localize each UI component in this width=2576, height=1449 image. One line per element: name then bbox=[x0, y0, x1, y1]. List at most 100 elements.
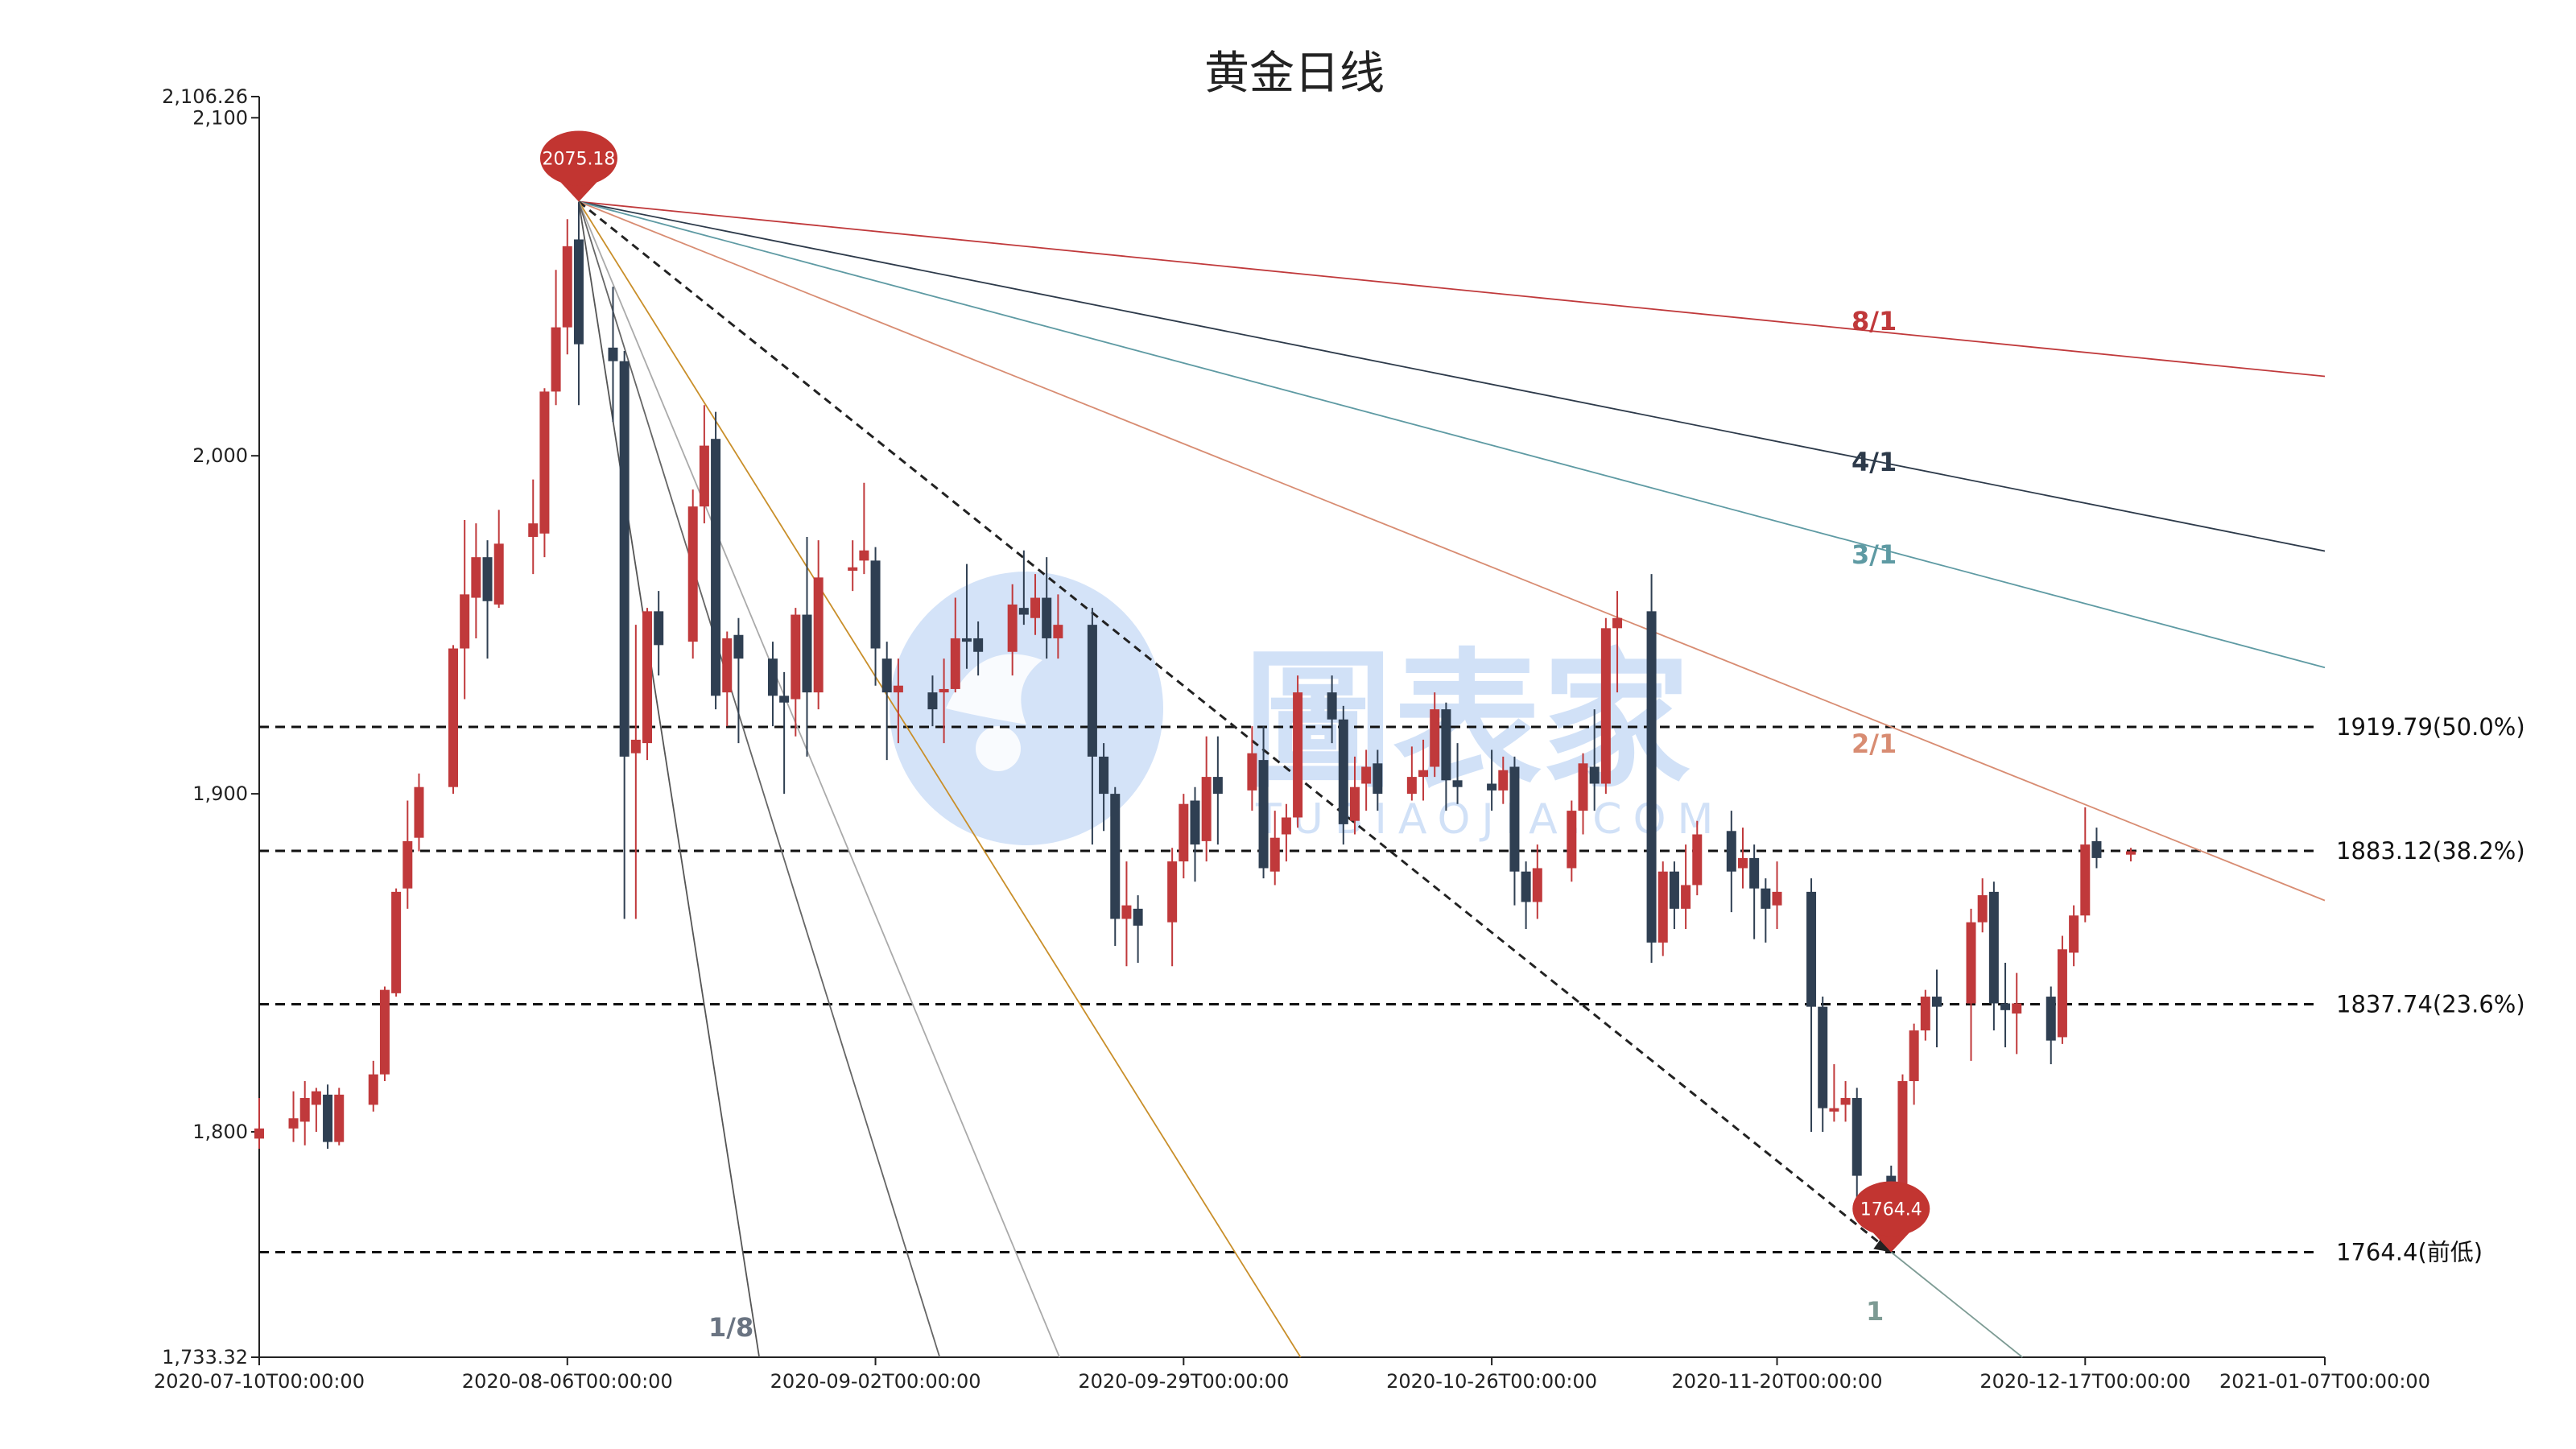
candle-body bbox=[368, 1074, 378, 1105]
candle-body bbox=[881, 658, 892, 693]
candle-body bbox=[1897, 1081, 1908, 1210]
candle-body bbox=[1441, 709, 1451, 781]
x-tick-label: 2020-08-06T00:00:00 bbox=[462, 1370, 673, 1393]
candle-body bbox=[608, 347, 618, 361]
candle-body bbox=[493, 543, 504, 605]
candle-body bbox=[722, 638, 733, 693]
candle-body bbox=[1692, 834, 1703, 886]
candle-body bbox=[1852, 1098, 1862, 1176]
candle-body bbox=[1567, 811, 1577, 869]
candle-body bbox=[1749, 857, 1760, 889]
x-tick-label: 2020-07-10T00:00:00 bbox=[154, 1370, 365, 1393]
fan-line bbox=[578, 201, 1302, 1358]
fan-label: 3/1 bbox=[1852, 539, 1897, 570]
fan-line bbox=[578, 201, 761, 1358]
candle-body bbox=[1133, 908, 1143, 926]
watermark-logo-swirl bbox=[946, 654, 1042, 724]
candle-body bbox=[1121, 905, 1132, 919]
fan-line bbox=[578, 200, 2326, 552]
candle-body bbox=[1737, 857, 1748, 869]
candle-body bbox=[379, 989, 390, 1075]
candle-body bbox=[2080, 844, 2091, 916]
candle-body bbox=[973, 638, 984, 652]
candle-body bbox=[1373, 763, 1383, 795]
fan-line-1x1-extension bbox=[1890, 1251, 2023, 1358]
candle-body bbox=[1509, 766, 1520, 872]
fan-label: 4/1 bbox=[1852, 447, 1897, 477]
candle-body bbox=[733, 634, 744, 659]
candle-body bbox=[1966, 922, 1976, 1004]
candle-body bbox=[1657, 871, 1668, 943]
fan-line bbox=[578, 201, 1060, 1358]
candle-body bbox=[1487, 783, 1497, 791]
pin-marker bbox=[539, 130, 617, 186]
candle-body bbox=[791, 614, 801, 700]
x-tick-label: 2020-11-20T00:00:00 bbox=[1672, 1370, 1883, 1393]
candle-body bbox=[1327, 692, 1337, 720]
candle-body bbox=[1669, 871, 1679, 909]
candle-body bbox=[288, 1118, 299, 1129]
candle-body bbox=[711, 439, 721, 696]
y-tick-label: 2,106.26 bbox=[162, 85, 248, 108]
candle-body bbox=[1840, 1098, 1851, 1105]
candle-body bbox=[1532, 868, 1542, 902]
candle-body bbox=[939, 688, 949, 693]
candle-body bbox=[334, 1094, 345, 1142]
pin-label: 2075.18 bbox=[542, 150, 615, 170]
candle-body bbox=[391, 891, 402, 993]
candle-body bbox=[1293, 692, 1303, 818]
candle-body bbox=[1977, 895, 1988, 923]
gann-fan: 8/1 4/1 3/1 2/1 1 1/8 bbox=[578, 200, 2326, 1358]
candle-body bbox=[528, 523, 539, 537]
candle-body bbox=[1909, 1030, 1919, 1082]
candle-body bbox=[1042, 597, 1052, 638]
fan-line bbox=[578, 200, 2326, 902]
candle-body bbox=[950, 638, 960, 689]
candle-body bbox=[870, 560, 881, 649]
level-label: 1837.74(23.6%) bbox=[2336, 991, 2525, 1018]
candle-body bbox=[471, 557, 481, 598]
candle-body bbox=[2012, 1003, 2022, 1014]
x-tick-label: 2020-09-02T00:00:00 bbox=[770, 1370, 981, 1393]
fan-label: 1/8 bbox=[708, 1312, 753, 1343]
candle-body bbox=[1521, 871, 1531, 902]
chart-title: 黄金日线 bbox=[1204, 47, 1385, 100]
fan-line-1x1 bbox=[578, 200, 1893, 1253]
candle-body bbox=[1920, 997, 1930, 1031]
candle-body bbox=[299, 1098, 310, 1122]
candle-body bbox=[813, 577, 824, 693]
candle-body bbox=[1818, 1006, 1828, 1108]
candle-body bbox=[448, 648, 459, 787]
level-label: 1883.12(38.2%) bbox=[2336, 837, 2525, 865]
x-tick-label: 2021-01-07T00:00:00 bbox=[2219, 1370, 2430, 1393]
candle-body bbox=[1931, 997, 1942, 1007]
candle-body bbox=[1212, 777, 1223, 795]
candle-body bbox=[642, 611, 653, 744]
fan-line bbox=[578, 200, 2326, 378]
level-label: 1764.4(前低) bbox=[2336, 1238, 2483, 1265]
candle-body bbox=[482, 557, 493, 601]
candle-body bbox=[1053, 625, 1063, 638]
candle-body bbox=[1007, 604, 1018, 652]
candle-body bbox=[1269, 837, 1280, 872]
candle-body bbox=[2057, 949, 2067, 1038]
candle-body bbox=[539, 391, 550, 534]
fan-label: 2/1 bbox=[1852, 729, 1897, 759]
candle-body bbox=[619, 361, 630, 757]
candle-body bbox=[562, 246, 572, 328]
fan-line bbox=[578, 201, 941, 1358]
candle-body bbox=[779, 696, 790, 703]
candle-body bbox=[1646, 611, 1657, 943]
candle-body bbox=[311, 1091, 321, 1105]
candle-body bbox=[1418, 770, 1429, 778]
fan-label: 1 bbox=[1866, 1296, 1884, 1327]
candle-body bbox=[1247, 753, 1257, 791]
candle-body bbox=[927, 692, 938, 710]
candle-body bbox=[1018, 608, 1029, 615]
pin-marker bbox=[1852, 1181, 1930, 1236]
candle-body bbox=[1589, 766, 1600, 784]
candle-body bbox=[2046, 997, 2056, 1041]
candle-body bbox=[1600, 628, 1611, 784]
candle-body bbox=[1258, 760, 1269, 869]
candle-body bbox=[1430, 709, 1440, 767]
